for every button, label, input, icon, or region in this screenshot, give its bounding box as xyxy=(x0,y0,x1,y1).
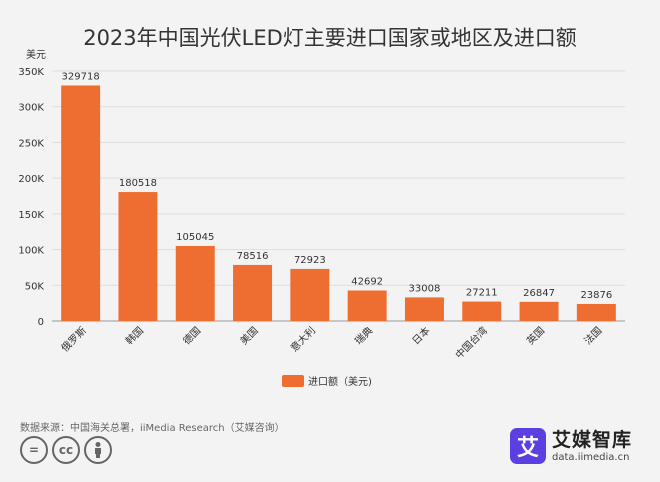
bar xyxy=(61,85,101,321)
data-label: 105045 xyxy=(176,232,214,243)
bars xyxy=(61,85,616,321)
bar xyxy=(233,264,273,321)
chart-title: 2023年中国光伏LED灯主要进口国家或地区及进口额 xyxy=(83,26,577,50)
x-tick-label: 俄罗斯 xyxy=(58,324,88,354)
y-tick-label: 100K xyxy=(18,246,44,257)
x-tick-label: 中国台湾 xyxy=(452,324,489,361)
bar xyxy=(290,268,330,321)
brand-logo-block: 艾 艾媒智库 data.iimedia.cn xyxy=(510,428,632,464)
bar xyxy=(347,290,387,321)
person-icon xyxy=(84,436,112,464)
y-tick-label: 150K xyxy=(18,210,44,221)
y-tick-label: 200K xyxy=(18,174,44,185)
data-label: 33008 xyxy=(409,283,441,294)
x-tick-label: 瑞典 xyxy=(352,324,375,347)
x-tick-label: 美国 xyxy=(237,324,260,347)
y-tick-label: 0 xyxy=(38,317,44,328)
cc-icon: cc xyxy=(52,436,80,464)
y-tick-label: 250K xyxy=(18,138,44,149)
bar xyxy=(576,303,616,321)
y-axis-unit-label: 美元 xyxy=(26,48,46,61)
brand-name: 艾媒智库 xyxy=(552,428,633,451)
legend: 进口额（美元) xyxy=(282,375,372,388)
license-icons: = cc xyxy=(20,436,112,464)
bar xyxy=(175,245,215,321)
x-tick-label: 韩国 xyxy=(123,324,146,347)
bar xyxy=(519,301,559,321)
data-source: 数据来源：中国海关总署，iiMedia Research（艾媒咨询） xyxy=(20,423,285,434)
data-label: 329718 xyxy=(62,71,100,82)
data-label: 180518 xyxy=(119,178,157,189)
data-label: 27211 xyxy=(466,288,498,299)
x-tick-label: 意大利 xyxy=(288,324,318,354)
data-label: 72923 xyxy=(294,255,326,266)
x-tick-label: 英国 xyxy=(524,324,547,347)
data-label: 23876 xyxy=(580,290,612,301)
x-tick-label: 法国 xyxy=(581,324,604,347)
bar xyxy=(462,301,502,321)
iimedia-logo-icon: 艾 xyxy=(510,428,546,464)
bar xyxy=(404,297,444,321)
data-label: 42692 xyxy=(351,277,383,288)
legend-swatch xyxy=(282,375,304,387)
x-tick-label: 日本 xyxy=(409,324,432,347)
y-tick-label: 50K xyxy=(25,281,45,292)
y-tick-label: 350K xyxy=(18,67,44,78)
data-label: 78516 xyxy=(237,251,269,262)
x-axis-ticks: 俄罗斯 韩国 德国 美国 意大利 瑞典 日本 中国台湾 英国 法国 xyxy=(58,324,604,361)
y-axis-ticks: 0 50K 100K 150K 200K 250K 300K 350K xyxy=(18,67,44,328)
y-tick-label: 300K xyxy=(18,103,44,114)
bar xyxy=(118,192,158,321)
legend-label: 进口额（美元) xyxy=(308,375,372,388)
x-tick-label: 德国 xyxy=(180,324,203,347)
data-label: 26847 xyxy=(523,288,555,299)
equals-icon: = xyxy=(20,436,48,464)
brand-url: data.iimedia.cn xyxy=(552,451,630,463)
data-labels: 329718 180518 105045 78516 72923 42692 33008 27… xyxy=(62,71,613,300)
